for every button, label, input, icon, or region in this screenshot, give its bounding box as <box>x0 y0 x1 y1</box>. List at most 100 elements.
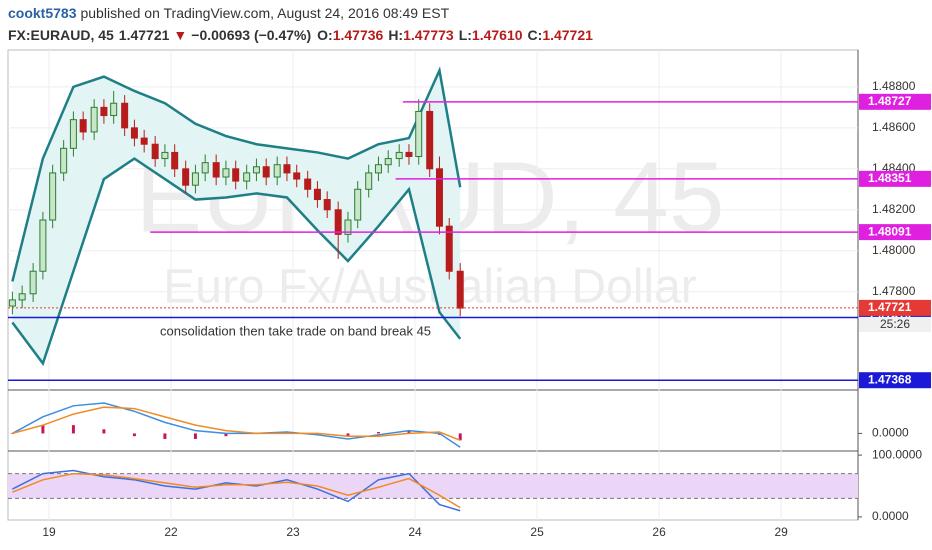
candle-body <box>304 178 312 190</box>
histogram-bar <box>458 433 462 441</box>
rsi-band <box>8 473 858 499</box>
annotation: consolidation then take trade on band br… <box>160 323 431 338</box>
open-value: 1.47736 <box>333 27 384 43</box>
candle-body <box>334 209 342 235</box>
candle-body <box>293 172 301 180</box>
candle-body <box>212 162 220 178</box>
high-label: H: <box>388 27 403 43</box>
candle-body <box>18 293 26 301</box>
level-label: 1.47368 <box>868 372 912 386</box>
histogram-bar <box>346 433 350 437</box>
countdown: 25:26 <box>880 317 910 331</box>
histogram-bar <box>224 433 228 437</box>
candle-body <box>243 172 251 182</box>
y-tick-label: 0.0000 <box>872 426 909 440</box>
candle-body <box>426 110 434 170</box>
candle-body <box>49 172 57 221</box>
header-line: cookt5783 published on TradingView.com, A… <box>8 5 450 21</box>
published: published on TradingView.com, August 24,… <box>80 5 449 21</box>
author[interactable]: cookt5783 <box>8 5 77 21</box>
y-tick-label: 1.48600 <box>872 120 916 134</box>
candle-body <box>323 199 331 211</box>
level-label: 1.48351 <box>868 171 912 185</box>
candle-body <box>384 158 392 166</box>
x-tick-label: 24 <box>408 525 422 539</box>
level-label: 1.48727 <box>868 94 912 108</box>
x-tick-label: 23 <box>286 525 300 539</box>
x-tick-label: 22 <box>164 525 178 539</box>
candle-body <box>69 119 77 149</box>
x-tick-label: 29 <box>774 525 788 539</box>
x-tick-label: 25 <box>530 525 544 539</box>
high-value: 1.47773 <box>403 27 454 43</box>
candle-body <box>415 110 423 158</box>
candle-body <box>405 151 413 158</box>
last: 1.47721 <box>119 27 170 43</box>
histogram-bar <box>10 433 14 434</box>
level-label-box <box>859 93 931 110</box>
candle-body <box>182 168 190 186</box>
band-fill <box>12 70 461 364</box>
x-tick-label: 26 <box>652 525 666 539</box>
histogram-bar <box>41 425 45 434</box>
candle-body <box>90 106 98 133</box>
candle-body <box>171 151 179 170</box>
candle-body <box>39 219 47 272</box>
level-label-box <box>859 372 931 389</box>
candle-body <box>445 225 453 272</box>
candle-body <box>374 164 382 174</box>
level-label: 1.48091 <box>868 224 912 238</box>
countdown-box <box>859 316 931 332</box>
change: −0.00693 (−0.47%) <box>191 27 311 43</box>
quote-line: FX:EURAUD, 45 1.47721 ▼ −0.00693 (−0.47%) O:… <box>8 27 593 43</box>
candle-body <box>395 151 403 160</box>
candle-body <box>8 299 16 307</box>
candle-body <box>456 270 464 309</box>
y-tick-label: 100.0000 <box>872 447 922 461</box>
y-tick-label: 1.48200 <box>872 202 916 216</box>
histogram-bar <box>193 433 197 439</box>
arrow: ▼ <box>173 27 187 43</box>
low-value: 1.47610 <box>472 27 523 43</box>
current-price-label: 1.47721 <box>868 300 912 314</box>
histogram-bar <box>376 432 380 434</box>
candle-body <box>344 219 352 235</box>
histogram-bar <box>71 425 75 434</box>
candle-body <box>222 168 230 178</box>
candle-body <box>201 162 209 174</box>
candle-body <box>262 166 270 178</box>
candle-body <box>79 119 87 133</box>
symbol: FX:EURAUD, 45 <box>8 27 114 43</box>
candle-body <box>435 168 443 227</box>
histogram-bar <box>407 430 411 434</box>
indicator-line <box>12 406 461 442</box>
histogram-bar <box>163 433 167 439</box>
candle-body <box>161 151 169 160</box>
candle-body <box>60 147 68 174</box>
histogram-bar <box>102 429 106 434</box>
candle-body <box>191 172 199 186</box>
candle-body <box>365 172 373 190</box>
y-tick-label: 1.48000 <box>872 243 916 257</box>
candle-body <box>252 166 260 174</box>
candle-body <box>29 270 37 295</box>
band-lower <box>11 157 462 367</box>
y-tick-label: 1.48800 <box>872 79 916 93</box>
candle-body <box>100 106 108 117</box>
close-value: 1.47721 <box>542 27 593 43</box>
candle-body <box>140 137 148 145</box>
close-label: C: <box>528 27 543 43</box>
low-label: L: <box>459 27 472 43</box>
level-label-box <box>859 224 931 241</box>
histogram-bar <box>132 433 136 437</box>
candle-body <box>151 143 159 160</box>
indicator-line <box>12 402 461 448</box>
candle-body <box>283 164 291 174</box>
open-label: O: <box>317 27 333 43</box>
y-tick-label: 1.47800 <box>872 284 916 298</box>
candle-body <box>273 164 281 178</box>
current-price-box <box>859 299 931 316</box>
